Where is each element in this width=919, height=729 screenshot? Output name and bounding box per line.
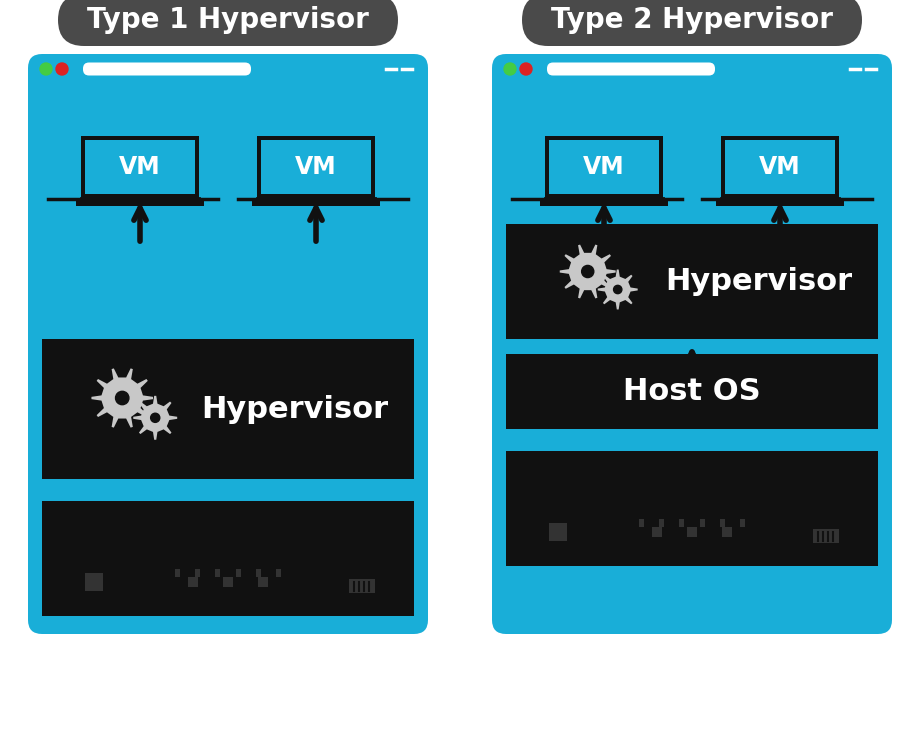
Text: VM: VM <box>119 155 161 179</box>
Polygon shape <box>91 368 153 428</box>
FancyBboxPatch shape <box>58 0 398 46</box>
Bar <box>812 529 837 542</box>
Bar <box>42 339 414 479</box>
Bar <box>258 577 268 587</box>
Bar <box>715 198 843 206</box>
Bar <box>175 569 180 577</box>
Bar <box>686 526 697 537</box>
Bar <box>505 451 877 566</box>
Circle shape <box>504 63 516 75</box>
Circle shape <box>146 408 165 427</box>
FancyBboxPatch shape <box>547 63 714 76</box>
Bar <box>349 579 374 593</box>
Bar <box>222 577 233 587</box>
Bar <box>719 518 724 526</box>
Text: Type 1 Hypervisor: Type 1 Hypervisor <box>87 6 369 34</box>
Bar <box>651 526 661 537</box>
Bar <box>659 518 664 526</box>
Polygon shape <box>133 396 177 440</box>
Bar <box>235 569 240 577</box>
Circle shape <box>613 285 621 294</box>
Text: VM: VM <box>583 155 624 179</box>
Bar <box>157 569 298 595</box>
Bar <box>639 518 643 526</box>
Bar <box>724 139 834 194</box>
Circle shape <box>108 384 136 412</box>
Bar <box>739 518 744 526</box>
Polygon shape <box>559 244 615 298</box>
Bar <box>505 224 877 339</box>
Bar <box>276 569 280 577</box>
FancyBboxPatch shape <box>492 54 891 634</box>
Bar <box>85 139 195 194</box>
Text: Hypervisor: Hypervisor <box>664 267 852 296</box>
Bar <box>261 139 370 194</box>
Bar <box>621 518 762 545</box>
Bar <box>344 566 380 596</box>
FancyBboxPatch shape <box>28 54 427 634</box>
Circle shape <box>56 63 68 75</box>
Circle shape <box>581 265 593 278</box>
Circle shape <box>574 259 599 284</box>
Circle shape <box>40 63 52 75</box>
Bar <box>42 501 414 616</box>
Bar <box>256 136 375 198</box>
Text: VM: VM <box>758 155 800 179</box>
FancyBboxPatch shape <box>521 0 861 46</box>
Bar <box>252 198 380 206</box>
Circle shape <box>519 63 531 75</box>
Circle shape <box>116 391 129 405</box>
Polygon shape <box>597 270 637 310</box>
Circle shape <box>151 413 160 422</box>
Bar <box>807 517 843 547</box>
Text: Hypervisor: Hypervisor <box>201 394 388 424</box>
Bar <box>539 513 575 550</box>
Bar <box>539 198 667 206</box>
Bar <box>76 198 204 206</box>
Bar <box>255 569 260 577</box>
Text: Host OS: Host OS <box>622 377 760 406</box>
Circle shape <box>608 281 626 298</box>
FancyBboxPatch shape <box>83 63 251 76</box>
Bar <box>549 139 658 194</box>
Bar <box>195 569 200 577</box>
Bar <box>505 354 877 429</box>
Bar <box>215 569 221 577</box>
Bar <box>679 518 684 526</box>
Bar <box>81 136 199 198</box>
Bar <box>76 564 112 599</box>
Text: Type 2 Hypervisor: Type 2 Hypervisor <box>550 6 832 34</box>
Bar <box>720 136 838 198</box>
Bar <box>187 577 198 587</box>
Bar <box>544 136 663 198</box>
Bar <box>721 526 732 537</box>
Text: VM: VM <box>295 155 336 179</box>
Bar <box>85 572 103 590</box>
Bar <box>549 523 566 540</box>
Bar <box>698 518 704 526</box>
